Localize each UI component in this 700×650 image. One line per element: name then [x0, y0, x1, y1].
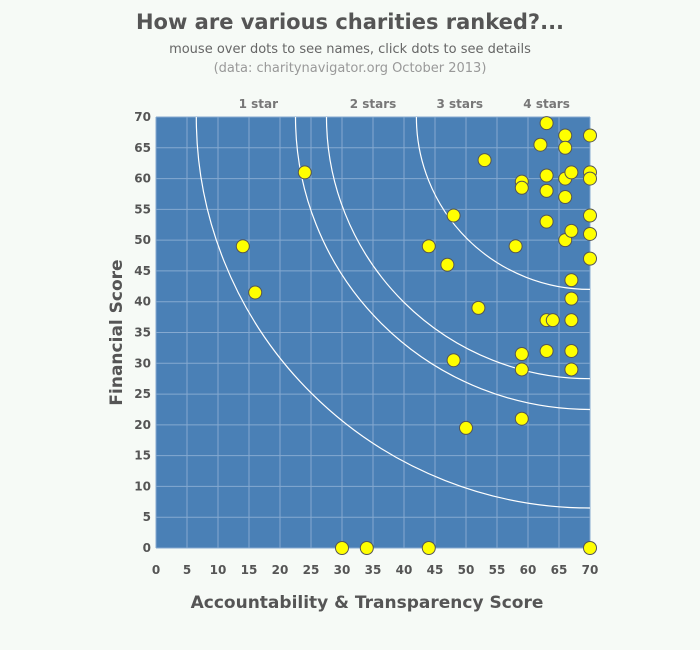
charity-dot[interactable] [558, 140, 573, 155]
x-tick-label: 25 [303, 563, 320, 577]
charity-dot[interactable] [471, 300, 486, 315]
charity-dot[interactable] [508, 239, 523, 254]
y-tick-label: 20 [134, 418, 151, 432]
star-rating-label: 1 star [239, 97, 279, 111]
charity-dot[interactable] [446, 208, 461, 223]
y-tick-label: 45 [134, 264, 151, 278]
charity-dot[interactable] [539, 343, 554, 358]
charity-dot[interactable] [564, 223, 579, 238]
charity-dot[interactable] [583, 128, 597, 143]
charity-dot[interactable] [514, 411, 529, 426]
charity-dot[interactable] [235, 239, 250, 254]
rating-boundary-curve [325, 116, 591, 380]
charity-dot[interactable] [539, 116, 554, 131]
y-tick-label: 30 [134, 356, 151, 370]
x-tick-label: 15 [241, 563, 258, 577]
x-tick-label: 60 [520, 563, 537, 577]
charity-dot[interactable] [558, 190, 573, 205]
rating-boundary-curve [195, 116, 591, 509]
rating-boundary-curve [294, 116, 591, 411]
x-tick-label: 55 [489, 563, 506, 577]
charity-dot[interactable] [459, 420, 473, 435]
x-axis-title: Accountability & Transparency Score [191, 593, 544, 613]
x-tick-label: 65 [551, 563, 568, 577]
y-tick-label: 25 [134, 387, 151, 401]
y-tick-label: 35 [134, 326, 151, 340]
y-tick-label: 5 [143, 510, 151, 524]
x-tick-label: 50 [458, 563, 475, 577]
y-axis-title: Financial Score [107, 259, 127, 405]
charity-dot[interactable] [564, 273, 579, 288]
x-tick-label: 5 [183, 563, 191, 577]
star-rating-label: 4 stars [523, 97, 570, 111]
charity-dot[interactable] [583, 208, 597, 223]
charity-dot[interactable] [446, 353, 461, 368]
charity-dot[interactable] [514, 362, 529, 377]
y-tick-label: 10 [134, 479, 151, 493]
x-tick-label: 40 [396, 563, 413, 577]
x-tick-label: 20 [272, 563, 289, 577]
chart-title: How are various charities ranked?... [135, 10, 565, 34]
x-tick-label: 10 [210, 563, 227, 577]
data-source-note: (data: charitynavigator.org October 2013… [213, 61, 487, 76]
y-tick-label: 70 [134, 110, 151, 124]
x-tick-label: 35 [365, 563, 382, 577]
charity-dot[interactable] [248, 285, 263, 300]
charity-dot[interactable] [533, 137, 548, 152]
charity-dot[interactable] [583, 251, 597, 266]
charity-dot[interactable] [421, 239, 436, 254]
charity-dot[interactable] [583, 541, 597, 555]
charity-dot[interactable] [440, 257, 455, 272]
x-tick-label: 45 [427, 563, 444, 577]
rating-boundary-curve [415, 116, 591, 290]
charity-dot[interactable] [514, 347, 529, 362]
charity-dot[interactable] [539, 168, 554, 183]
charity-dot[interactable] [545, 313, 560, 328]
charity-dot[interactable] [514, 180, 529, 195]
charity-dot[interactable] [539, 183, 554, 198]
y-tick-label: 15 [134, 449, 151, 463]
charity-dot[interactable] [359, 541, 374, 555]
y-tick-label: 65 [134, 141, 151, 155]
charity-dot[interactable] [564, 165, 579, 180]
charity-dot[interactable] [564, 313, 579, 328]
y-tick-label: 0 [143, 541, 151, 555]
star-rating-label: 2 stars [350, 97, 397, 111]
charity-dot[interactable] [477, 153, 492, 168]
x-tick-label: 30 [334, 563, 351, 577]
charity-dot[interactable] [297, 165, 312, 180]
charity-dot[interactable] [558, 128, 573, 143]
charity-dot[interactable] [564, 343, 579, 358]
chart-subtitle: mouse over dots to see names, click dots… [169, 42, 531, 57]
y-tick-label: 60 [134, 172, 151, 186]
x-tick-label: 70 [582, 563, 599, 577]
charity-dot[interactable] [583, 171, 597, 186]
charity-dot[interactable] [583, 226, 597, 241]
charity-dot[interactable] [335, 541, 349, 555]
x-tick-label: 0 [152, 563, 160, 577]
y-tick-label: 50 [134, 233, 151, 247]
charity-dot[interactable] [564, 291, 579, 306]
charity-dot[interactable] [421, 541, 436, 555]
y-tick-label: 55 [134, 202, 151, 216]
star-rating-label: 3 stars [437, 97, 484, 111]
y-tick-label: 40 [134, 295, 151, 309]
charity-dot[interactable] [564, 362, 579, 377]
charity-dot[interactable] [539, 214, 554, 229]
